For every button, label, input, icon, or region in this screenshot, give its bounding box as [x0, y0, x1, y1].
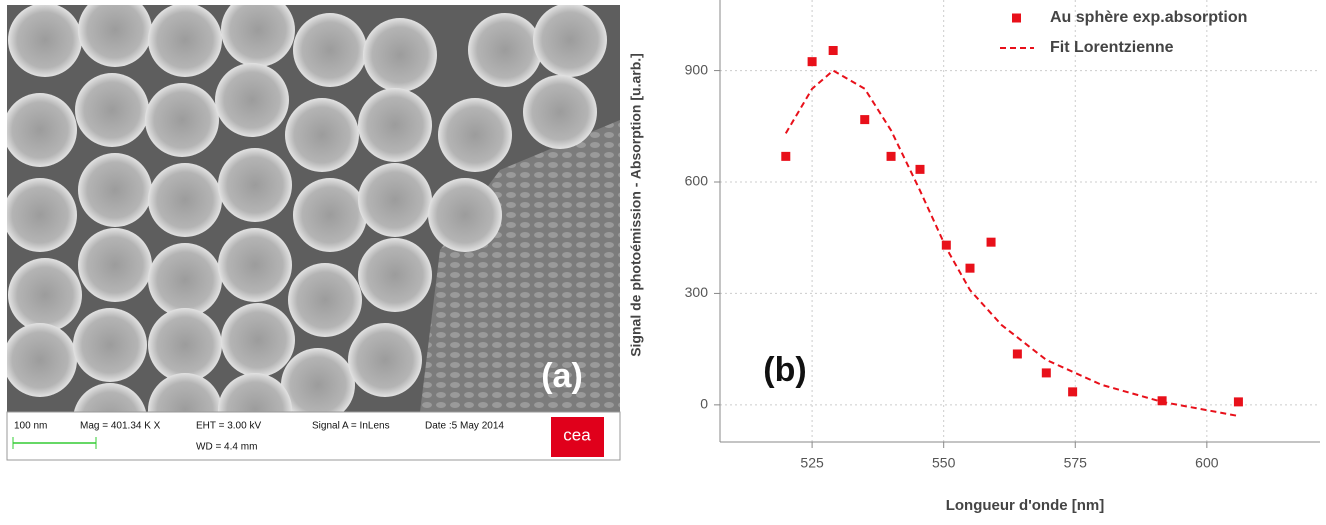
y-tick-label: 900: [685, 61, 709, 77]
x-axis-label: Longueur d'onde [nm]: [946, 497, 1105, 514]
data-point: [886, 151, 896, 161]
x-tick-label: 575: [1064, 455, 1088, 471]
x-tick-label: 550: [932, 455, 956, 471]
data-point: [1041, 368, 1051, 378]
date-text: Date :5 May 2014: [425, 421, 504, 432]
data-point: [1068, 387, 1078, 397]
fit-line: [784, 69, 1239, 417]
data-point: [1157, 396, 1167, 406]
y-tick-label: 0: [700, 396, 708, 412]
signal-text: Signal A = InLens: [312, 421, 390, 432]
x-tick-label: 600: [1195, 455, 1219, 471]
data-point: [1233, 397, 1243, 407]
scale-text: 100 nm: [14, 421, 47, 432]
mag-text: Mag = 401.34 K X: [80, 421, 161, 432]
chart: 0 300 600 900 525 550 575 600 Longueur d'onde [n…: [628, 0, 1320, 514]
logo: cea: [563, 425, 591, 444]
wd-text: WD = 4.4 mm: [196, 442, 257, 453]
data-point: [915, 164, 925, 174]
info-bar: 100 nm Mag = 401.34 K X EHT = 3.00 kV WD…: [6, 411, 621, 461]
data-point: [828, 46, 838, 56]
y-tick-label: 300: [685, 284, 709, 300]
sem-image: [7, 5, 620, 412]
data-point: [965, 263, 975, 273]
data-point: [781, 151, 791, 161]
y-tick-label: 600: [685, 173, 709, 189]
data-point: [807, 57, 817, 67]
data-point: [1012, 349, 1022, 359]
panel-label: (a): [541, 357, 583, 395]
x-tick-label: 525: [800, 455, 824, 471]
y-axis-label: Signal de photoémission - Absorption [u.…: [628, 53, 644, 357]
legend-marker: [1012, 13, 1021, 23]
legend-label: Fit Lorentzienne: [1050, 39, 1174, 56]
data-point: [941, 240, 951, 250]
data-point: [986, 237, 996, 247]
legend-label: Au sphère exp.absorption: [1050, 9, 1247, 26]
panel-label: (b): [763, 351, 806, 389]
data-point: [860, 115, 870, 125]
eht-text: EHT = 3.00 kV: [196, 421, 261, 432]
